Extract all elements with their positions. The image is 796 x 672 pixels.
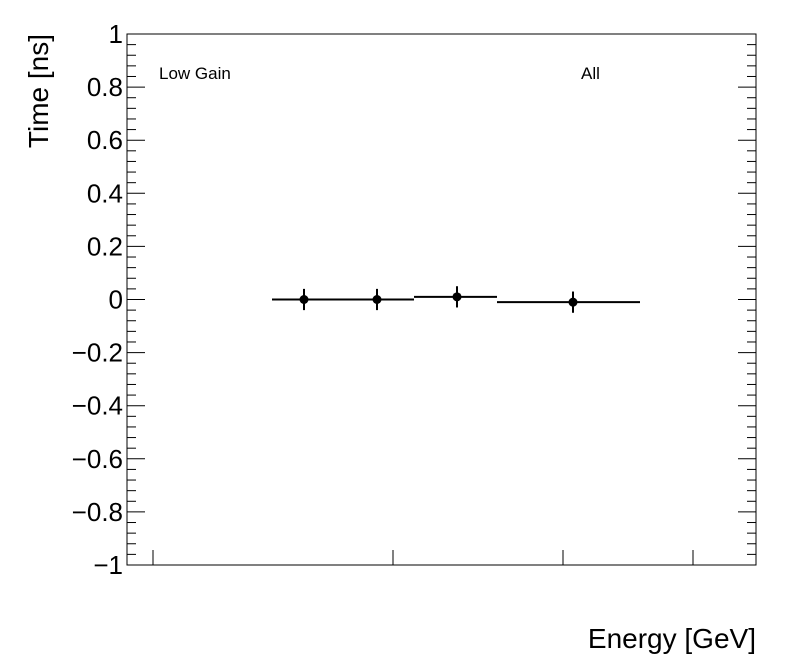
plot-frame [126, 33, 757, 566]
data-point [272, 288, 339, 311]
data-point [339, 288, 414, 311]
y-axis-ticks [127, 33, 756, 566]
y-tick-label: 0.4 [87, 178, 123, 208]
data-point [414, 286, 497, 308]
x-axis-ticks [152, 550, 694, 565]
y-tick-label: 0.2 [87, 231, 123, 261]
data-marker [568, 297, 578, 307]
data-marker [372, 295, 382, 304]
data-marker [299, 295, 309, 304]
data-marker [452, 292, 462, 302]
x-axis-title: Energy [GeV] [588, 623, 756, 654]
y-tick-label: −0.4 [72, 391, 123, 421]
annotation-all: All [581, 64, 600, 83]
y-tick-label: 0.6 [87, 125, 123, 155]
annotation-low-gain: Low Gain [159, 64, 231, 83]
y-tick-label: −0.2 [72, 338, 123, 368]
y-tick-label: −0.6 [72, 444, 123, 474]
y-tick-label: 0 [109, 285, 123, 315]
y-tick-label: −0.8 [72, 497, 123, 527]
data-point [497, 291, 640, 313]
y-tick-label: 1 [109, 19, 123, 49]
y-axis-tick-labels: 1 0.8 0.6 0.4 0.2 0 −0.2 −0.4 −0.6 −0.8 −1 [72, 19, 123, 580]
y-tick-label: 0.8 [87, 72, 123, 102]
data-series [272, 286, 640, 313]
y-axis-title: Time [ns] [23, 34, 54, 148]
y-tick-label: −1 [93, 550, 123, 580]
